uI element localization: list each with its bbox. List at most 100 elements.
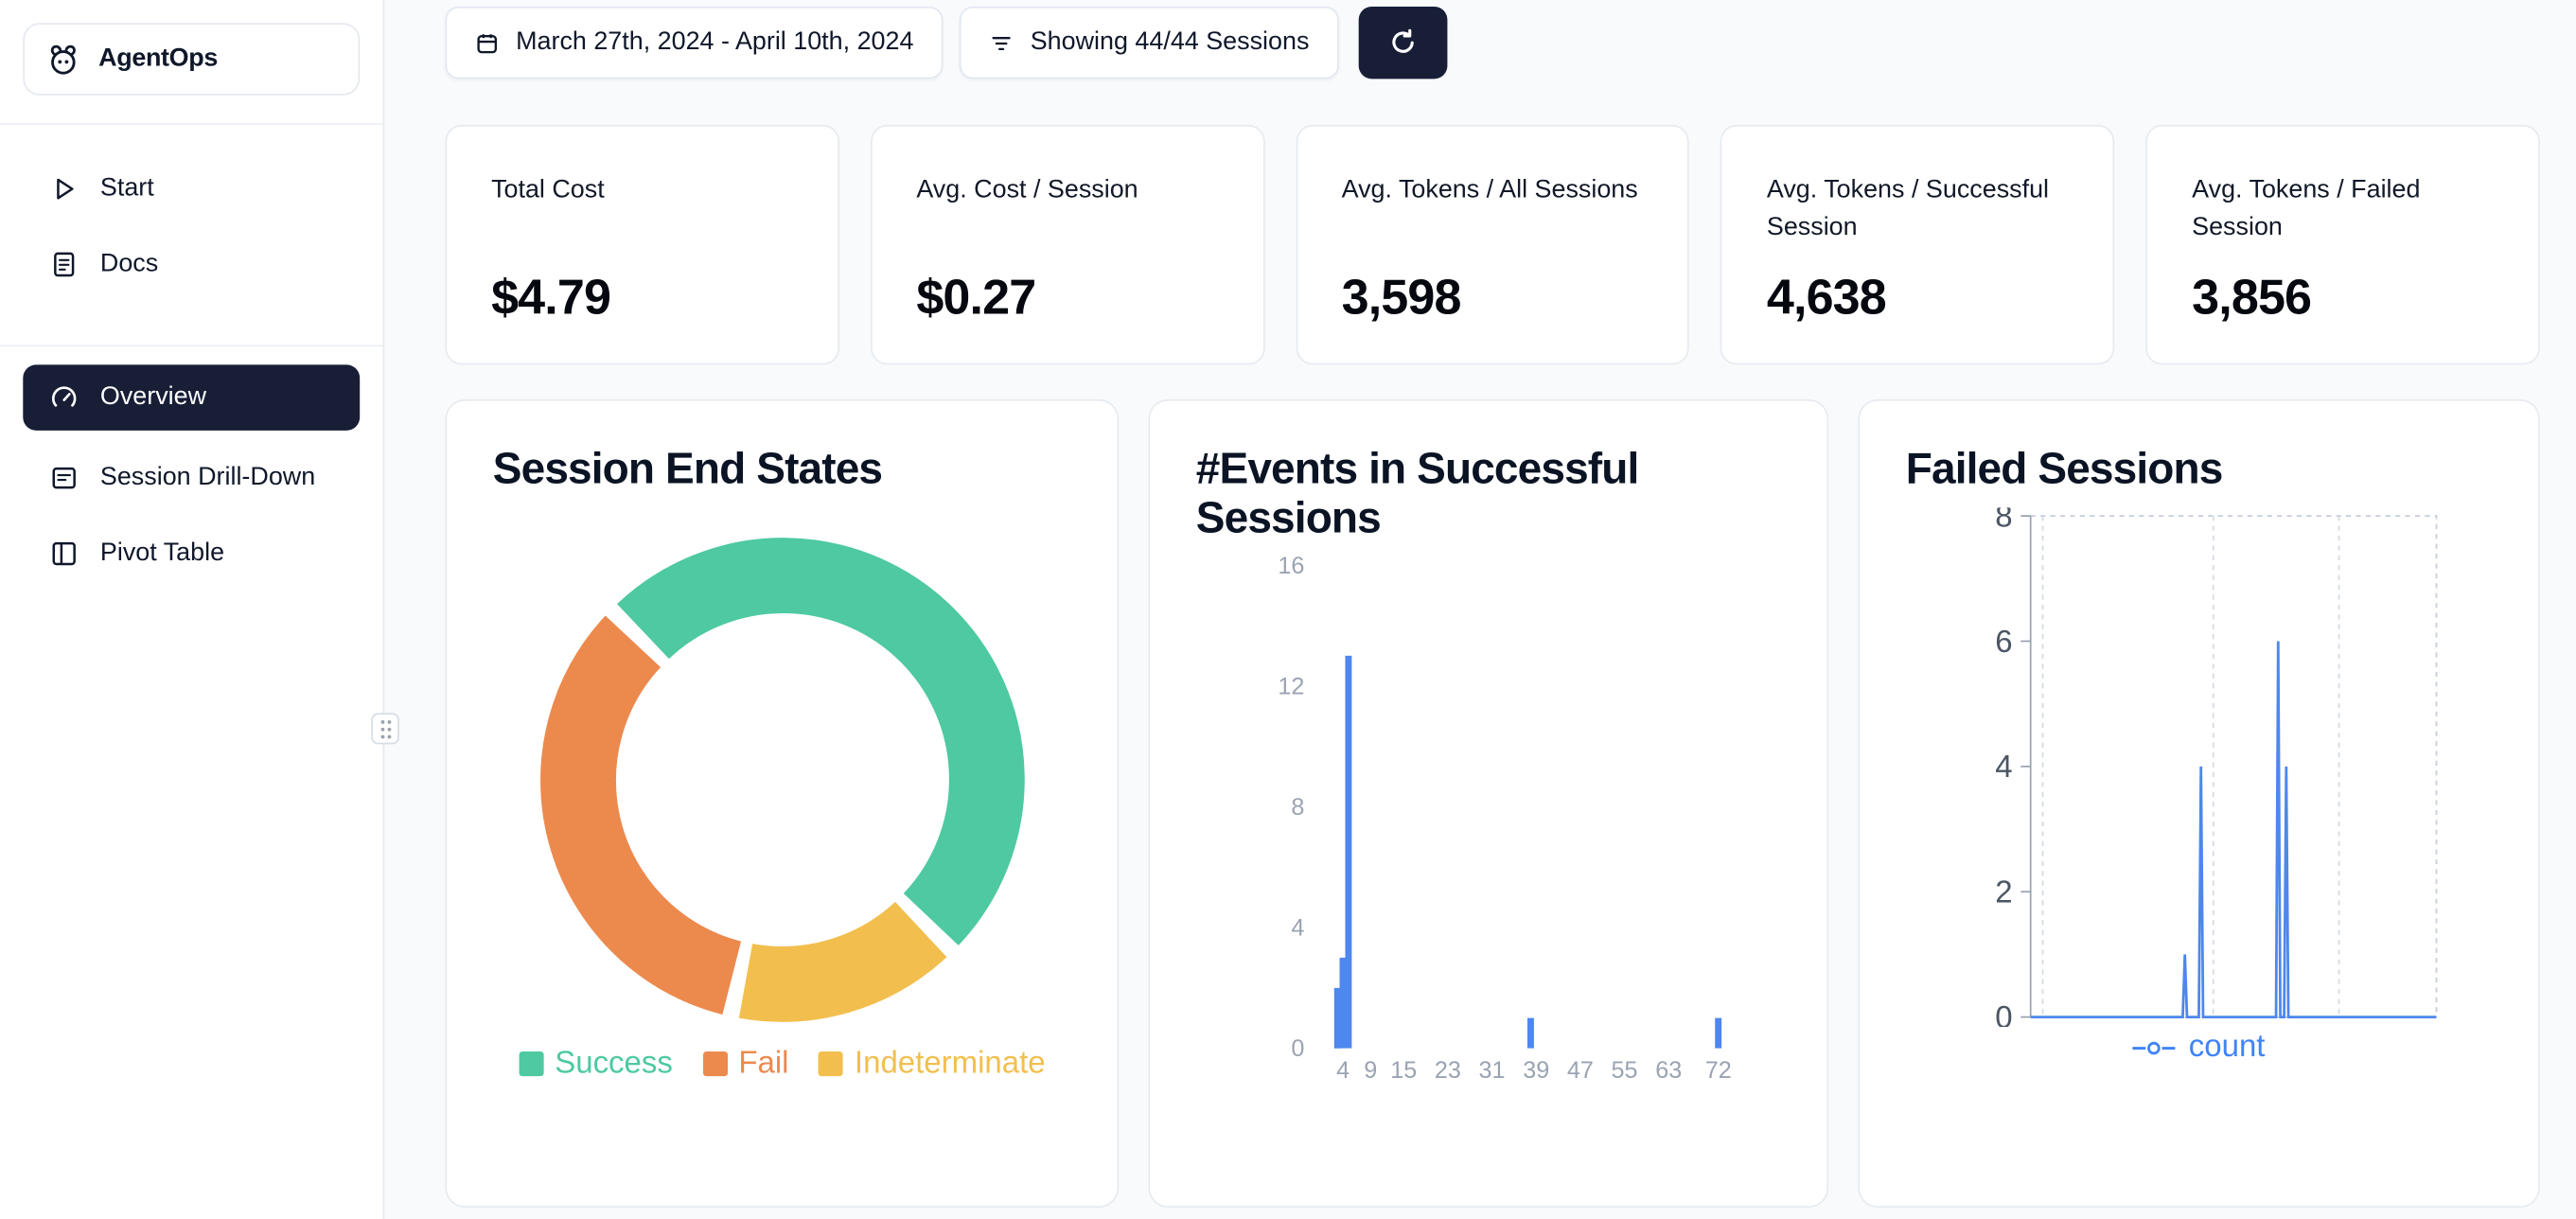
y-tick-label: 0 — [1995, 998, 2012, 1026]
y-tick-label: 2 — [1995, 874, 2012, 909]
x-tick-label: 63 — [1655, 1057, 1682, 1084]
refresh-button[interactable] — [1358, 6, 1448, 80]
stat-label: Avg. Tokens / All Sessions — [1341, 175, 1638, 204]
bar[interactable] — [1333, 988, 1341, 1050]
app-logo[interactable]: AgentOps — [23, 23, 361, 96]
session-card-icon — [49, 464, 79, 493]
y-tick-label: 4 — [1995, 749, 2012, 784]
chart-title-session-end-states: Session End States — [492, 443, 883, 493]
x-tick-label: 15 — [1390, 1057, 1417, 1084]
x-tick-label: 23 — [1435, 1057, 1461, 1084]
session-filter-label: Showing 44/44 Sessions — [1030, 27, 1310, 57]
agentops-logo-icon — [44, 41, 82, 79]
stat-label: Avg. Cost / Session — [916, 175, 1138, 204]
y-tick-label: 0 — [1291, 1036, 1304, 1063]
stat-value: 4,638 — [1766, 271, 1887, 326]
plot-border — [2030, 514, 2438, 1017]
charts-row: Session End States Success Fail Indetermin… — [445, 398, 2540, 1208]
x-tick-label: 31 — [1479, 1057, 1506, 1084]
donut-segment-success[interactable] — [617, 537, 1025, 945]
sidebar-item-label: Docs — [99, 249, 159, 278]
sidebar-item-label: Overview — [99, 382, 207, 411]
toolbar: March 27th, 2024 - April 10th, 2024 Show… — [445, 6, 2539, 80]
session-end-states-card: Session End States Success Fail Indetermin… — [445, 398, 1120, 1208]
sidebar-item-label: Session Drill-Down — [99, 463, 316, 492]
x-tick-label: 47 — [1567, 1057, 1594, 1084]
sidebar: AgentOps Start Docs Overview Session Drill… — [0, 0, 385, 1219]
stat-card-avg-tokens-failed-session: Avg. Tokens / Failed Session 3,856 — [2145, 124, 2540, 365]
sidebar-main-nav: Overview Session Drill-Down Pivot Table — [0, 364, 382, 592]
stat-value: 3,598 — [1341, 271, 1462, 326]
line-chart[interactable]: 0 2 4 6 8 — [1906, 507, 2493, 1027]
legend-swatch — [702, 1051, 728, 1077]
bar[interactable] — [1345, 656, 1352, 1050]
date-range-button[interactable]: March 27th, 2024 - April 10th, 2024 — [445, 6, 944, 80]
donut-chart-wrap — [493, 534, 1071, 1027]
y-tick-label: 12 — [1278, 674, 1304, 700]
session-filter-button[interactable]: Showing 44/44 Sessions — [960, 6, 1339, 80]
stat-value: 3,856 — [2192, 271, 2312, 326]
legend-label: Indeterminate — [854, 1046, 1046, 1081]
calendar-icon — [475, 30, 500, 55]
stat-card-total-cost: Total Cost $4.79 — [445, 124, 839, 365]
stat-card-avg-cost-session: Avg. Cost / Session $0.27 — [870, 124, 1265, 365]
sidebar-item-docs[interactable]: Docs — [0, 227, 382, 303]
bar[interactable] — [1715, 1018, 1722, 1050]
sidebar-divider — [0, 344, 383, 347]
y-tick-label: 4 — [1291, 915, 1304, 942]
bar[interactable] — [1526, 1018, 1534, 1050]
count-line-series[interactable] — [2030, 640, 2437, 1018]
line-marker-icon — [2132, 1039, 2176, 1055]
stat-card-avg-tokens-successful-session: Avg. Tokens / Successful Session 4,638 — [1720, 124, 2115, 365]
sidebar-top-nav: Start Docs — [0, 125, 382, 302]
x-tick-label: 9 — [1364, 1057, 1377, 1084]
sidebar-item-pivot-table[interactable]: Pivot Table — [0, 516, 382, 592]
x-tick-label: 4 — [1336, 1057, 1350, 1084]
donut-segment-indeterminate[interactable] — [738, 900, 947, 1022]
stat-card-avg-tokens-all-sessions: Avg. Tokens / All Sessions 3,598 — [1295, 124, 1690, 365]
count-legend[interactable]: count — [1906, 1030, 2493, 1066]
gauge-icon — [49, 382, 79, 412]
chart-title-failed-sessions: Failed Sessions — [1905, 443, 2224, 493]
stat-label: Avg. Tokens / Successful Session — [1766, 175, 2050, 242]
docs-icon — [49, 250, 79, 279]
legend-item-success[interactable]: Success — [519, 1046, 673, 1082]
legend-item-indeterminate[interactable]: Indeterminate — [818, 1046, 1046, 1082]
failed-sessions-card: Failed Sessions 0 2 4 6 8 count — [1858, 398, 2540, 1208]
stat-label: Total Cost — [491, 175, 605, 204]
sidebar-resize-handle[interactable] — [371, 713, 399, 745]
play-icon — [49, 174, 79, 203]
sidebar-divider — [0, 123, 383, 125]
count-legend-label: count — [2188, 1029, 2266, 1065]
main-content: March 27th, 2024 - April 10th, 2024 Show… — [384, 0, 2576, 1219]
x-tick-label: 39 — [1523, 1057, 1549, 1084]
stat-value: $4.79 — [491, 271, 611, 326]
legend-item-fail[interactable]: Fail — [702, 1046, 788, 1082]
legend-label: Success — [555, 1046, 673, 1081]
chart-title-events: #Events in Successful Sessions — [1195, 443, 1639, 542]
refresh-icon — [1388, 28, 1418, 58]
stat-label: Avg. Tokens / Failed Session — [2192, 175, 2421, 242]
donut-chart[interactable] — [536, 534, 1029, 1027]
y-tick-label: 8 — [1995, 507, 2012, 533]
sidebar-item-label: Start — [99, 174, 154, 203]
bar[interactable] — [1339, 958, 1347, 1050]
y-tick-label: 6 — [1995, 623, 2012, 658]
legend-swatch — [818, 1051, 843, 1077]
legend-label: Fail — [738, 1046, 789, 1081]
sidebar-item-start[interactable]: Start — [0, 151, 382, 227]
y-tick-label: 16 — [1278, 553, 1304, 579]
drag-dots-icon — [377, 717, 393, 740]
filter-icon — [989, 30, 1014, 55]
pivot-icon — [49, 539, 79, 568]
sidebar-item-session-drill-down[interactable]: Session Drill-Down — [0, 440, 382, 516]
donut-segment-fail[interactable] — [540, 614, 742, 1015]
stats-row: Total Cost $4.79 Avg. Cost / Session $0.27 A… — [445, 124, 2540, 365]
events-histogram-card: #Events in Successful Sessions 0 4 8 12 16 4 9… — [1148, 398, 1829, 1208]
donut-legend: Success Fail Indeterminate — [493, 1046, 1071, 1082]
sidebar-item-overview[interactable]: Overview — [23, 364, 361, 431]
app-title: AgentOps — [98, 44, 218, 73]
x-tick-label: 55 — [1612, 1057, 1638, 1084]
